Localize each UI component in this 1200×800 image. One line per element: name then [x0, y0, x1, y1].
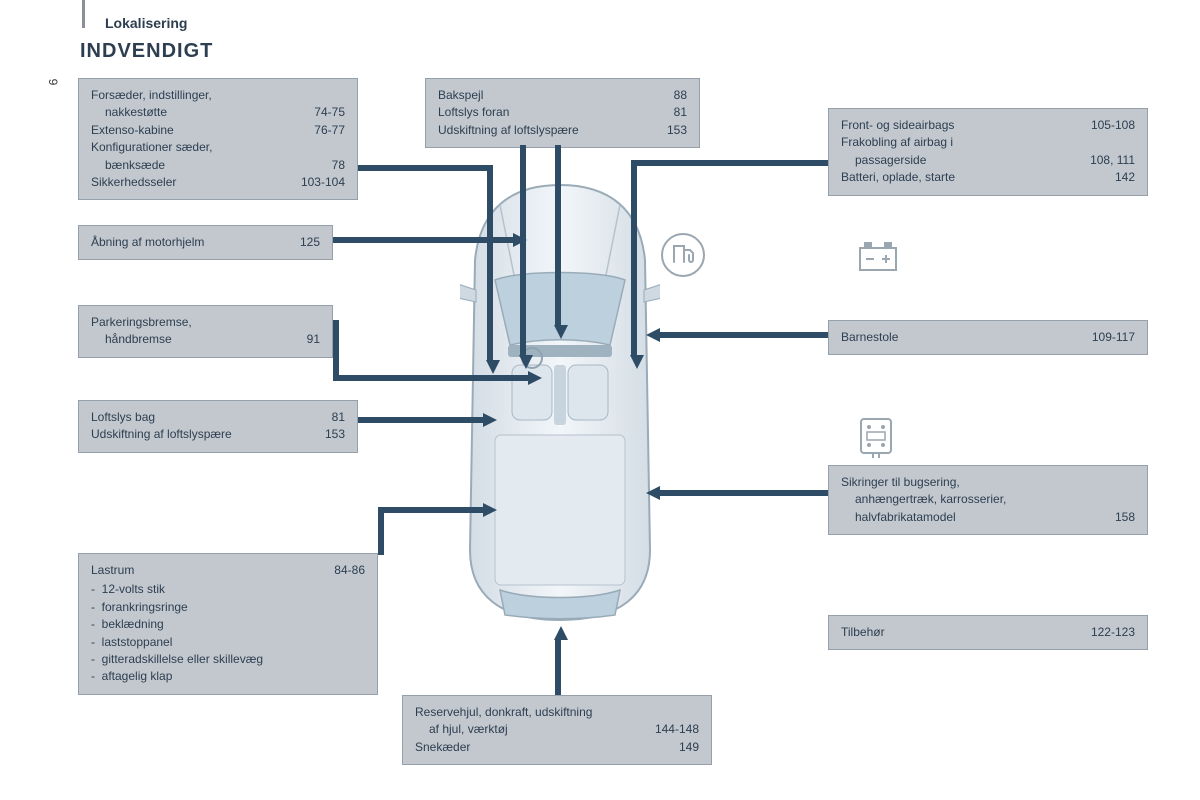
callout-page: 74-75: [289, 104, 345, 121]
callout-label: anhængertræk, karrosserier,: [841, 491, 1018, 508]
callout-page: 105-108: [1079, 117, 1135, 134]
bullet-item: - 12-volts stik: [91, 581, 365, 598]
page-heading: INDVENDIGT: [80, 40, 213, 63]
callout-page: 125: [264, 234, 320, 251]
callout-label: nakkestøtte: [91, 104, 179, 121]
callout-label: Udskiftning af loftslyspære: [91, 426, 244, 443]
callout-child-seats: Barnestole 109-117: [828, 320, 1148, 355]
bullet-list: - 12-volts stik- forankringsringe- beklæ…: [91, 581, 365, 685]
callout-page: 153: [289, 426, 345, 443]
callout-spare-wheel: Reservehjul, donkraft, udskiftningaf hju…: [402, 695, 712, 765]
callout-page: 78: [289, 157, 345, 174]
callout-label: Loftslys bag: [91, 409, 167, 426]
battery-icon: [858, 240, 898, 274]
callout-page: 153: [631, 122, 687, 139]
callout-label: Sikringer til bugsering,: [841, 474, 972, 491]
callout-page: 158: [1079, 509, 1135, 526]
section-marker: [82, 0, 85, 28]
callout-page: 81: [631, 104, 687, 121]
callout-page: 108, 111: [1079, 152, 1135, 169]
callout-label: Batteri, oplade, starte: [841, 169, 967, 186]
page-number: 6: [46, 79, 60, 86]
callout-page: 109-117: [1079, 329, 1135, 346]
callout-handbrake: Parkeringsbremse,håndbremse 91: [78, 305, 333, 358]
callout-label: Front- og sideairbags: [841, 117, 966, 134]
callout-label: passagerside: [841, 152, 938, 169]
callout-page: 76-77: [289, 122, 345, 139]
callout-label: Udskiftning af loftslyspære: [438, 122, 591, 139]
callout-rearview-mirror: Bakspejl 88 Loftslys foran 81 Udskiftning af…: [425, 78, 700, 148]
callout-page: 142: [1079, 169, 1135, 186]
callout-page: 144-148: [643, 721, 699, 738]
bullet-item: - forankringsringe: [91, 599, 365, 616]
callout-seats: Forsæder, indstillinger,nakkestøtte 74-75…: [78, 78, 358, 200]
callout-page: 88: [631, 87, 687, 104]
callout-label: Sikkerhedsseler: [91, 174, 188, 191]
fusebox-icon: [855, 415, 899, 459]
callout-label: Extenso-kabine: [91, 122, 186, 139]
callout-label: Konfigurationer sæder,: [91, 139, 224, 156]
callout-page: 149: [643, 739, 699, 756]
callout-label: halvfabrikatamodel: [841, 509, 968, 526]
fuel-filler-icon: [660, 232, 706, 278]
callout-fuses: Sikringer til bugsering,anhængertræk, ka…: [828, 465, 1148, 535]
callout-label: Tilbehør: [841, 624, 897, 641]
callout-label: Loftslys foran: [438, 104, 521, 121]
callout-label: Snekæder: [415, 739, 482, 756]
callout-label: håndbremse: [91, 331, 184, 348]
callout-page: 81: [289, 409, 345, 426]
callout-airbags-battery: Front- og sideairbags 105-108 Frakobling a…: [828, 108, 1148, 196]
callout-accessories: Tilbehør 122-123: [828, 615, 1148, 650]
callout-bonnet: Åbning af motorhjelm 125: [78, 225, 333, 260]
callout-label: Åbning af motorhjelm: [91, 234, 216, 251]
bullet-item: - beklædning: [91, 616, 365, 633]
section-label: Lokalisering: [105, 15, 187, 31]
callout-label: Frakobling af airbag i: [841, 134, 965, 151]
callout-label: bænksæde: [91, 157, 177, 174]
callout-rear-ceiling-light: Loftslys bag 81 Udskiftning af loftslyspær…: [78, 400, 358, 453]
callout-label: Parkeringsbremse,: [91, 314, 204, 331]
callout-label: af hjul, værktøj: [415, 721, 520, 738]
callout-page: 122-123: [1079, 624, 1135, 641]
bullet-item: - gitteradskillelse eller skillevæg: [91, 651, 365, 668]
callout-page: 91: [264, 331, 320, 348]
callout-label: Barnestole: [841, 329, 910, 346]
callout-label: Reservehjul, donkraft, udskiftning: [415, 704, 604, 721]
bullet-item: - laststoppanel: [91, 634, 365, 651]
callout-page: 103-104: [289, 174, 345, 191]
callout-load-space: Lastrum 84-86 - 12-volts stik- forankrin…: [78, 553, 378, 695]
callout-label: Lastrum: [91, 562, 146, 579]
callout-label: Forsæder, indstillinger,: [91, 87, 224, 104]
callout-label: Bakspejl: [438, 87, 495, 104]
callout-page: 84-86: [309, 562, 365, 579]
bullet-item: - aftagelig klap: [91, 668, 365, 685]
